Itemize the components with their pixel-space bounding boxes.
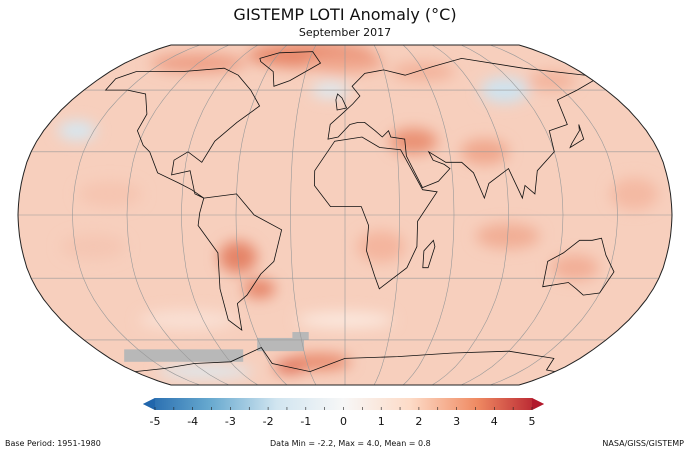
- anomaly-patch: [139, 310, 236, 330]
- graticule: [18, 45, 672, 385]
- coastline-greenland: [259, 51, 322, 87]
- coastline-antarctica: [134, 346, 556, 373]
- no-data-cell: [124, 349, 244, 362]
- map-border: [17, 44, 673, 386]
- coastline-south-america: [197, 193, 283, 332]
- map-title: GISTEMP LOTI Anomaly (°C): [233, 5, 457, 24]
- colorbar-bar: [143, 398, 544, 410]
- colorbar-tick-label: 5: [528, 415, 536, 428]
- data-stats: Data Min = -2.2, Max = 4.0, Mean = 0.8: [270, 439, 431, 448]
- colorbar-tick-label: -4: [187, 415, 199, 428]
- anomaly-patch: [57, 121, 97, 141]
- anomaly-patch: [389, 128, 438, 155]
- coastline-australia: [542, 237, 615, 296]
- anomaly-patch: [243, 279, 276, 299]
- anomaly-patch: [77, 181, 142, 207]
- anomaly-patch: [610, 177, 659, 210]
- no-data-cell: [257, 337, 305, 352]
- colorbar-tick-label: 4: [490, 415, 498, 428]
- colorbar-tick-label: 1: [377, 415, 385, 428]
- anomaly-patch: [550, 254, 599, 281]
- colorbar-tick-label: -5: [149, 415, 161, 428]
- coastline-japan: [569, 124, 585, 149]
- coastline-britain: [335, 93, 348, 111]
- credit: NASA/GISS/GISTEMP: [602, 439, 684, 448]
- colorbar-tick-label: 0: [340, 415, 347, 428]
- colorbar-max-arrow: [532, 398, 544, 410]
- base-period: Base Period: 1951-1980: [5, 439, 101, 448]
- coastline-eurasia: [327, 57, 595, 200]
- colorbar-tick-label: -2: [262, 415, 274, 428]
- coastline-madagascar: [422, 239, 436, 269]
- anomaly-patch: [61, 233, 126, 260]
- map-subtitle: September 2017: [298, 26, 392, 39]
- colorbar-tick-label: -1: [300, 415, 312, 428]
- colorbar-tick-label: -3: [224, 415, 236, 428]
- colorbar-tick-label: 2: [415, 415, 423, 428]
- colorbar-tick-label: 3: [453, 415, 461, 428]
- anomaly-patch: [356, 230, 405, 263]
- coastlines: [104, 51, 615, 373]
- coastline-north-america: [104, 67, 261, 199]
- colorbar-min-arrow: [143, 398, 155, 410]
- colorbar: [143, 398, 544, 410]
- coastline-africa: [313, 136, 438, 290]
